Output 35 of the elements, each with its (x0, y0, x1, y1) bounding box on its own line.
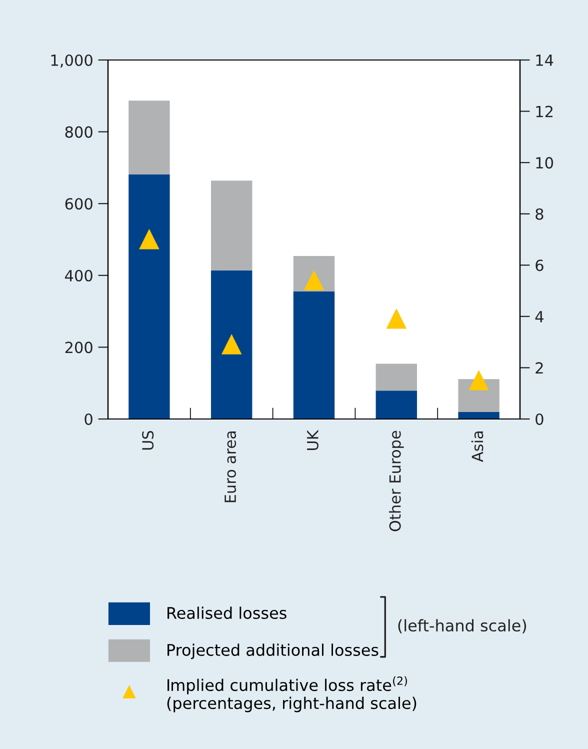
y2-tick-label: 8 (536, 208, 544, 220)
x-tick-label: Asia (471, 431, 484, 462)
y-tick-label: 200 (65, 342, 92, 354)
bar (376, 364, 417, 391)
y-tick-label: 600 (65, 198, 92, 210)
y2-tick-label: 4 (535, 311, 544, 322)
x-tick-label: UK (307, 430, 318, 450)
legend-label: Projected additional losses (168, 644, 378, 660)
y-tick-label: 800 (65, 126, 92, 138)
x-tick-label: Euro area (224, 432, 236, 502)
bar (458, 412, 500, 419)
y-tick-label: 400 (65, 270, 92, 282)
y2-tick-label: 0 (536, 413, 544, 426)
point (139, 230, 159, 250)
x-tick-label: Other Europe (389, 430, 404, 532)
x-tick-label: US (142, 430, 154, 450)
text: (left-hand scale) (398, 619, 526, 634)
y2-tick-label: 14 (536, 54, 554, 66)
y2-tick-label: 6 (536, 260, 544, 272)
bar (293, 292, 335, 419)
legend-label: Realised losses (168, 606, 286, 620)
bar (128, 100, 170, 175)
bar (211, 270, 252, 419)
point (222, 334, 242, 354)
bar (128, 174, 170, 419)
legend-label: Implied cumulative loss rate$^{(2)}$ (percentages, right-hand scale) (167, 676, 416, 712)
bar (211, 180, 252, 270)
bar (376, 390, 417, 419)
point (469, 370, 489, 390)
y2-tick-label: 2 (536, 362, 543, 374)
point (386, 309, 406, 329)
y-tick-label: 1,000 (51, 54, 92, 68)
y-tick-label: 0 (84, 413, 92, 426)
y2-tick-label: 10 (536, 157, 554, 169)
y2-tick-label: 12 (536, 106, 552, 118)
